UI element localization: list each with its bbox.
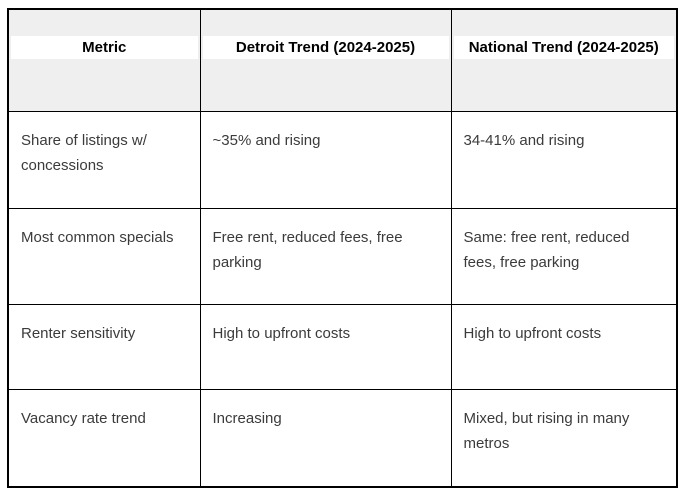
national-cell[interactable]: 34-41% and rising (450, 111, 678, 209)
table-row: Share of listings w/ concessions ~35% an… (7, 111, 678, 209)
detroit-cell[interactable]: High to upfront costs (199, 304, 452, 390)
header-cell-metric[interactable]: Metric (7, 8, 201, 112)
national-cell[interactable]: Same: free rent, reduced fees, free park… (450, 208, 678, 305)
metric-cell[interactable]: Renter sensitivity (7, 304, 201, 390)
header-highlight: National Trend (2024-2025) (453, 36, 674, 59)
metric-cell[interactable]: Most common specials (7, 208, 201, 305)
comparison-table: Metric Detroit Trend (2024-2025) Nationa… (7, 8, 678, 488)
header-highlight: Detroit Trend (2024-2025) (202, 36, 449, 59)
detroit-cell[interactable]: ~35% and rising (199, 111, 452, 209)
national-cell[interactable]: Mixed, but rising in many metros (450, 389, 678, 487)
header-cell-detroit-trend[interactable]: Detroit Trend (2024-2025) (199, 8, 452, 112)
table-header-row: Metric Detroit Trend (2024-2025) Nationa… (7, 8, 678, 112)
table-row: Vacancy rate trend Increasing Mixed, but… (7, 389, 678, 487)
detroit-cell[interactable]: Increasing (199, 389, 452, 487)
detroit-cell[interactable]: Free rent, reduced fees, free parking (199, 208, 452, 305)
header-highlight: Metric (11, 36, 198, 59)
national-cell[interactable]: High to upfront costs (450, 304, 678, 390)
table-row: Most common specials Free rent, reduced … (7, 208, 678, 305)
metric-cell[interactable]: Vacancy rate trend (7, 389, 201, 487)
table-row: Renter sensitivity High to upfront costs… (7, 304, 678, 390)
header-cell-national-trend[interactable]: National Trend (2024-2025) (450, 8, 678, 112)
metric-cell[interactable]: Share of listings w/ concessions (7, 111, 201, 209)
